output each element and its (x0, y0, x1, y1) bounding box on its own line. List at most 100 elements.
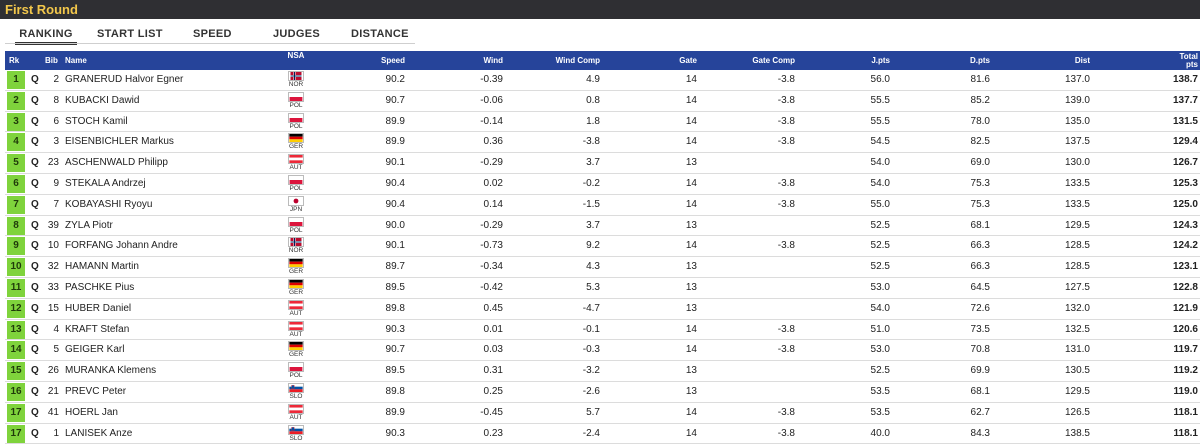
tab-start-list[interactable]: START LIST (97, 28, 163, 40)
wind-comp-cell: 4.9 (586, 74, 600, 85)
nsa-flag: SLO (288, 424, 304, 445)
gate-cell: 14 (685, 198, 697, 210)
athlete-name: PASCHKE Pius (65, 282, 135, 293)
jpts-cell: 56.0 (870, 74, 890, 85)
speed-cell: 89.5 (385, 365, 405, 377)
pol-flag-icon (288, 112, 304, 123)
tab-speed[interactable]: SPEED (193, 28, 232, 40)
dist-cell: 135.0 (1064, 115, 1090, 127)
aut-flag-icon (288, 299, 304, 310)
col-wind-comp: Wind Comp (555, 55, 600, 65)
gate-comp-cell: -3.8 (777, 74, 795, 85)
table-row: 8 Q 39 ZYLA Piotr 90.0 -0.29 3.7 13 52.5 68.1 129.… (5, 216, 1200, 237)
tab-ranking[interactable]: RANKING (15, 25, 77, 45)
dpts-cell: 69.9 (970, 365, 990, 377)
rank-badge: 2 (7, 91, 25, 110)
gate-cell: 14 (685, 344, 697, 356)
nsa-flag: NOR (288, 70, 304, 91)
wind-cell: -0.29 (480, 219, 503, 231)
nsa-flag: GER (288, 340, 304, 361)
pol-flag-icon (288, 91, 304, 102)
total-cell: 123.1 (1172, 261, 1198, 273)
nsa-code: POL (289, 372, 303, 380)
table-row: 13 Q 4 KRAFT Stefan 90.3 0.01 -0.1 14 -3.8 51.0 73… (5, 320, 1200, 341)
speed-cell: 90.2 (385, 74, 405, 85)
gate-comp-cell (745, 382, 795, 402)
wind-cell: 0.25 (483, 386, 503, 397)
bib-cell: 23 (47, 157, 59, 169)
bib-cell: 6 (53, 115, 59, 127)
tab-divider (5, 43, 415, 44)
gate-comp-cell: -3.8 (777, 136, 795, 148)
qualified-flag: Q (31, 219, 39, 231)
dist-cell: 128.5 (1064, 240, 1090, 252)
athlete-name: HOERL Jan (65, 406, 118, 418)
wind-cell: 0.02 (483, 178, 503, 189)
dpts-cell: 70.8 (970, 344, 990, 356)
aut-flag-icon (288, 154, 304, 165)
dist-cell: 133.5 (1064, 178, 1090, 189)
nsa-flag: GER (288, 278, 304, 299)
speed-cell: 89.7 (385, 261, 405, 273)
wind-cell: 0.14 (483, 198, 503, 210)
bib-cell: 9 (53, 178, 59, 189)
dist-cell: 129.5 (1064, 386, 1090, 397)
wind-comp-cell: -2.4 (582, 427, 600, 439)
table-row: 15 Q 26 MURANKA Klemens 89.5 0.31 -3.2 13 52.5 69… (5, 361, 1200, 382)
nsa-flag: AUT (288, 403, 304, 424)
col-dist: Dist (1074, 55, 1090, 65)
athlete-name: EISENBICHLER Markus (65, 136, 174, 148)
jpts-cell: 53.0 (870, 344, 890, 356)
col-rk: Rk (9, 55, 20, 65)
jpts-cell: 54.5 (870, 136, 890, 148)
nsa-flag: NOR (288, 236, 304, 257)
speed-cell: 90.7 (385, 94, 405, 106)
gate-cell: 13 (685, 219, 697, 231)
gate-cell: 14 (685, 94, 697, 106)
gate-cell: 14 (685, 178, 697, 189)
qualified-flag: Q (31, 261, 39, 273)
gate-comp-cell: -3.8 (777, 198, 795, 210)
wind-comp-cell: 3.7 (586, 219, 600, 231)
dist-cell: 129.5 (1064, 219, 1090, 231)
qualified-flag: Q (31, 427, 39, 439)
athlete-name: GRANERUD Halvor Egner (65, 74, 184, 85)
dpts-cell: 75.3 (970, 178, 990, 189)
dpts-cell: 66.3 (970, 261, 990, 273)
nsa-code: SLO (289, 434, 303, 442)
wind-comp-cell: -0.1 (582, 323, 600, 335)
total-cell: 129.4 (1172, 136, 1198, 148)
jpts-cell: 55.0 (870, 198, 890, 210)
gate-cell: 13 (685, 261, 697, 273)
wind-cell: -0.14 (480, 115, 503, 127)
total-cell: 131.5 (1172, 115, 1198, 127)
nsa-flag: JPN (288, 195, 304, 216)
nsa-flag: POL (288, 174, 304, 195)
slo-flag-icon (288, 383, 304, 393)
rank-badge: 6 (7, 175, 25, 193)
jpts-cell: 55.5 (870, 115, 890, 127)
speed-cell: 89.9 (385, 136, 405, 148)
qualified-flag: Q (31, 406, 39, 418)
gate-cell: 13 (685, 282, 697, 293)
athlete-name: KRAFT Stefan (65, 323, 130, 335)
athlete-name: KOBAYASHI Ryoyu (65, 198, 153, 210)
gate-comp-cell: -3.8 (777, 240, 795, 252)
gate-comp-cell: -3.8 (777, 427, 795, 439)
nor-flag-icon (288, 71, 304, 81)
gate-comp-cell: -3.8 (777, 94, 795, 106)
total-cell: 124.3 (1172, 219, 1198, 231)
dpts-cell: 75.3 (970, 198, 990, 210)
tab-judges[interactable]: JUDGES (273, 28, 321, 40)
wind-cell: 0.31 (483, 365, 503, 377)
nsa-code: GER (288, 143, 304, 151)
gate-cell: 14 (685, 136, 697, 148)
bib-cell: 4 (53, 323, 59, 335)
tab-distance[interactable]: DISTANCE (351, 28, 409, 40)
athlete-name: LANISEK Anze (65, 427, 133, 439)
total-cell: 119.7 (1173, 344, 1198, 356)
nsa-code: POL (289, 101, 303, 109)
slo-flag-icon (288, 424, 304, 435)
qualified-flag: Q (31, 365, 39, 377)
table-row: 7 Q 7 KOBAYASHI Ryoyu 90.4 0.14 -1.5 14 -3.8 55.0… (5, 195, 1200, 216)
